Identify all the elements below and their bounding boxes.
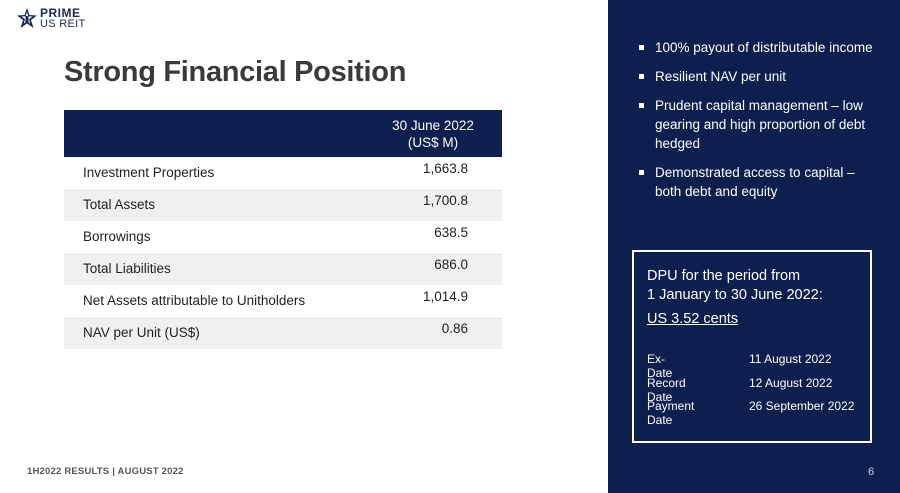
prime-us-reit-logo: PRIME US REIT: [16, 6, 96, 32]
date-value: 12 August 2022: [749, 375, 833, 390]
row-label: NAV per Unit (US$): [83, 325, 200, 340]
date-value: 11 August 2022: [749, 352, 832, 366]
date-label: Ex-Date: [647, 352, 673, 380]
page-number: 6: [868, 466, 875, 478]
page-title: Strong Financial Position: [64, 56, 407, 88]
column-header-unit: (US$ M): [407, 135, 459, 150]
list-item: Demonstrated access to capital – both de…: [639, 163, 879, 201]
row-label: Total Assets: [83, 197, 156, 212]
column-header-date: 30 June 2022: [392, 118, 474, 133]
column-header-period: 30 June 2022 (US$ M): [364, 117, 502, 151]
row-label: Borrowings: [83, 229, 151, 244]
bullet-square-icon: [639, 74, 644, 79]
table-header: 30 June 2022 (US$ M): [64, 110, 502, 157]
table-row: Borrowings 638.5: [64, 221, 502, 253]
dpu-heading-line2: 1 January to 30 June 2022:: [647, 287, 823, 303]
bullet-text: Demonstrated access to capital – both de…: [655, 165, 855, 199]
dpu-heading-line1: DPU for the period from: [647, 268, 801, 284]
star-logo-icon: [17, 8, 37, 28]
financial-position-table: 30 June 2022 (US$ M) Investment Properti…: [64, 110, 502, 349]
list-item: Prudent capital management – low gearing…: [639, 96, 879, 153]
bullet-text: Prudent capital management – low gearing…: [655, 98, 866, 151]
table-row: Investment Properties 1,663.8: [64, 157, 502, 189]
bullet-square-icon: [639, 170, 644, 175]
footer-text: 1H2022 RESULTS | AUGUST 2022: [27, 466, 184, 477]
logo-text-us-reit: US REIT: [40, 18, 86, 30]
table-row: Total Assets 1,700.8: [64, 189, 502, 221]
logo-text-prime: PRIME: [40, 6, 81, 20]
row-label: Investment Properties: [83, 165, 215, 180]
list-item: 100% payout of distributable income: [639, 38, 879, 57]
row-label: Total Liabilities: [83, 261, 171, 276]
dpu-amount: US 3.52 cents: [647, 311, 739, 327]
dpu-box: DPU for the period from 1 January to 30 …: [632, 250, 872, 443]
row-label: Net Assets attributable to Unitholders: [83, 293, 306, 308]
row-value: 0.86: [441, 321, 468, 336]
table-row: NAV per Unit (US$) 0.86: [64, 317, 502, 349]
row-value: 1,700.8: [422, 193, 468, 208]
bullet-text: 100% payout of distributable income: [655, 40, 873, 55]
highlights-list: 100% payout of distributable income Resi…: [639, 38, 879, 211]
bullet-text: Resilient NAV per unit: [655, 69, 787, 84]
dpu-heading: DPU for the period from 1 January to 30 …: [647, 267, 823, 305]
list-item: Resilient NAV per unit: [639, 67, 879, 86]
highlights-panel: 100% payout of distributable income Resi…: [608, 0, 900, 493]
row-value: 686.0: [434, 257, 468, 272]
date-label: Record Date: [647, 375, 686, 404]
row-value: 638.5: [434, 225, 468, 240]
row-value: 1,014.9: [422, 289, 468, 304]
bullet-square-icon: [639, 45, 644, 50]
bullet-square-icon: [639, 103, 644, 108]
date-label: Payment Date: [647, 399, 695, 427]
table-row: Total Liabilities 686.0: [64, 253, 502, 285]
date-value: 26 September 2022: [749, 399, 855, 413]
table-row: Net Assets attributable to Unitholders 1…: [64, 285, 502, 317]
row-value: 1,663.8: [422, 161, 468, 176]
